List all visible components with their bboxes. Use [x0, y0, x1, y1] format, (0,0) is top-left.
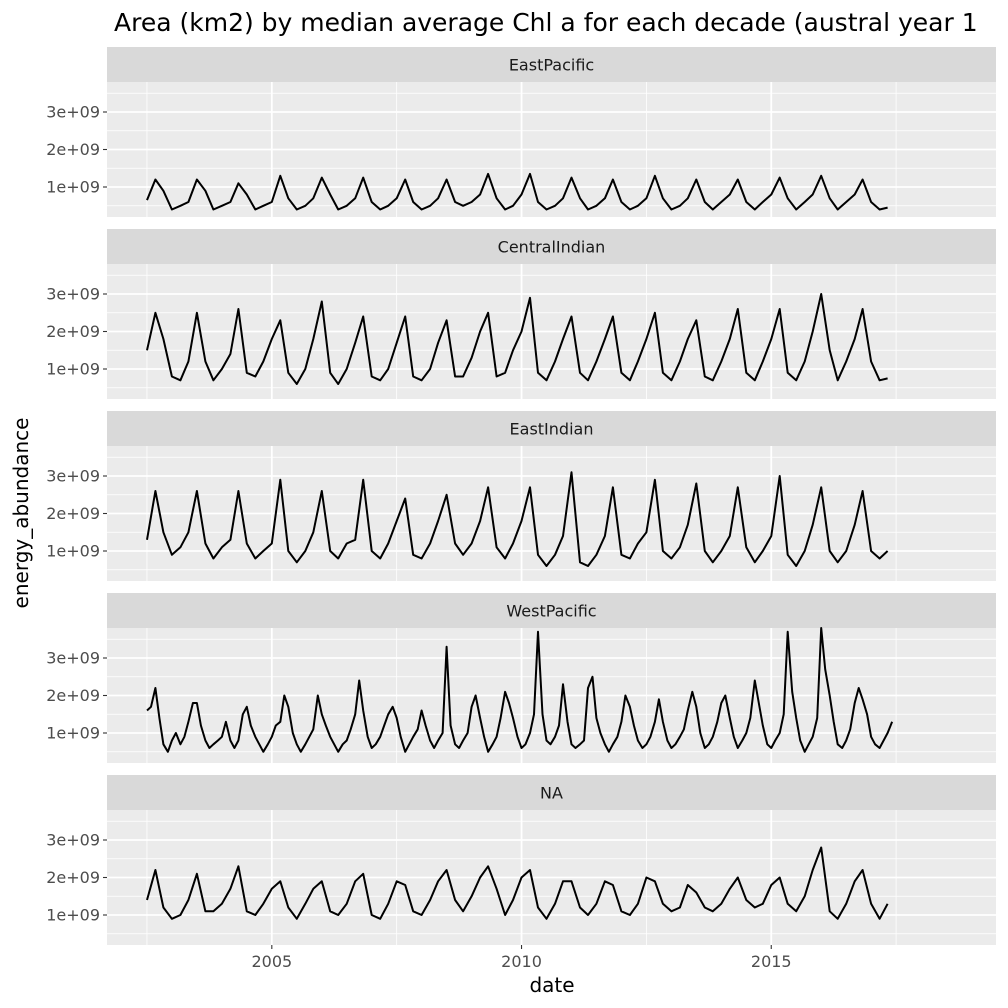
facet-panel-1: CentralIndian 1e+09 2e+09 3e+09 [46, 229, 996, 399]
facet-panel-3: WestPacific 1e+09 2e+09 3e+09 [46, 593, 996, 763]
series-line-CentralIndian [146, 293, 888, 385]
facet-strip [107, 593, 996, 628]
facet-strip [107, 229, 996, 264]
y-tick-label: 3e+09 [46, 467, 100, 486]
y-tick-label: 3e+09 [46, 831, 100, 850]
y-tick-label: 3e+09 [46, 285, 100, 304]
facet-panel-2: EastIndian 1e+09 2e+09 3e+09 [46, 411, 996, 581]
facet-strip [107, 775, 996, 810]
series-line-WestPacific [146, 627, 894, 753]
facet-panels: EastPacific 1e+09 2e+09 3e+09 CentralIndian 1… [46, 47, 996, 945]
facet-panel-4: NA 1e+09 2e+09 3e+09 [46, 775, 996, 945]
y-tick-label: 1e+09 [46, 360, 100, 379]
facet-strip [107, 47, 996, 82]
y-tick-label: 2e+09 [46, 686, 100, 705]
y-tick-label: 1e+09 [46, 724, 100, 743]
x-tick-label: 2005 [251, 952, 292, 971]
facet-strip-label: EastPacific [509, 56, 594, 75]
y-tick-label: 2e+09 [46, 140, 100, 159]
y-tick-label: 3e+09 [46, 649, 100, 668]
y-tick-label: 1e+09 [46, 906, 100, 925]
x-tick-label: 2010 [501, 952, 542, 971]
facet-strip-label: EastIndian [510, 420, 594, 439]
facet-strip [107, 411, 996, 446]
y-tick-label: 2e+09 [46, 322, 100, 341]
series-line-NA [146, 846, 889, 920]
series-line-EastPacific [146, 172, 888, 211]
y-tick-label: 3e+09 [46, 103, 100, 122]
facet-strip-label: NA [540, 784, 563, 803]
facet-panel-0: EastPacific 1e+09 2e+09 3e+09 [46, 47, 996, 217]
x-axis: 2005 2010 2015 [251, 945, 792, 971]
facet-strip-label: CentralIndian [498, 238, 606, 257]
y-tick-label: 2e+09 [46, 868, 100, 887]
series-line-EastIndian [146, 471, 889, 567]
facet-strip-label: WestPacific [506, 602, 596, 621]
x-tick-label: 2015 [751, 952, 792, 971]
y-axis-title: energy_abundance [9, 418, 33, 609]
x-axis-title: date [529, 973, 574, 997]
y-tick-label: 2e+09 [46, 504, 100, 523]
y-tick-label: 1e+09 [46, 178, 100, 197]
chart-title: Area (km2) by median average Chl a for e… [114, 8, 978, 37]
y-tick-label: 1e+09 [46, 542, 100, 561]
